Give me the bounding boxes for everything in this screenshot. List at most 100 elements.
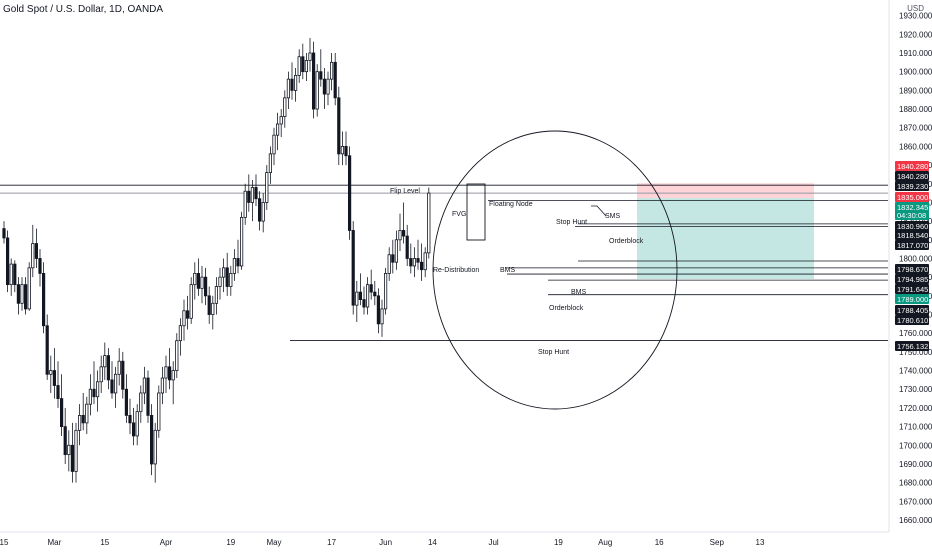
candle	[196, 258, 200, 296]
price-badge: 04:30:08	[895, 210, 929, 220]
candle	[311, 41, 316, 119]
y-tick-label: 1920.000	[899, 30, 932, 39]
y-tick-label: 1800.000	[899, 254, 932, 263]
svg-text:1830.960: 1830.960	[897, 222, 928, 231]
candle	[146, 370, 150, 423]
price-badges: 1840.2801840.2801839.2301835.0001832.345…	[895, 161, 929, 351]
candle	[207, 286, 211, 324]
y-tick-label: 1690.000	[899, 460, 932, 469]
candle	[99, 355, 103, 393]
candle	[171, 361, 175, 405]
candle	[283, 90, 287, 128]
y-tick-label: 1760.000	[899, 329, 932, 338]
candle	[160, 366, 164, 405]
y-tick-label: 1880.000	[899, 105, 932, 114]
candle	[423, 247, 427, 278]
candle	[322, 67, 327, 110]
candle	[20, 277, 24, 311]
candle	[383, 267, 388, 315]
candle	[369, 269, 373, 300]
price-badge: 1840.280	[895, 171, 929, 181]
candle	[387, 247, 391, 281]
stop-loss-zone[interactable]	[637, 183, 814, 199]
candle	[333, 53, 337, 106]
svg-text:1788.405: 1788.405	[897, 306, 928, 315]
y-tick-label: 1900.000	[899, 68, 932, 77]
candle	[239, 211, 244, 270]
candle	[427, 187, 431, 259]
candle	[106, 348, 110, 390]
y-tick-label: 1660.000	[899, 516, 932, 525]
chart-annotation: BMS	[500, 267, 516, 274]
svg-text:1791.645: 1791.645	[897, 285, 928, 294]
candle	[128, 398, 132, 435]
candle	[6, 230, 10, 293]
x-tick-label: Jun	[379, 538, 392, 547]
candle	[308, 38, 312, 72]
highlight-circle[interactable]	[432, 130, 678, 410]
x-tick-label: May	[266, 538, 281, 547]
candle	[56, 361, 60, 408]
candle	[243, 183, 247, 225]
candle	[42, 262, 46, 334]
candle	[139, 385, 143, 423]
x-tick-label: 19	[226, 538, 235, 547]
candle	[297, 49, 301, 83]
y-tick-label: 1720.000	[899, 404, 932, 413]
candle	[347, 146, 352, 240]
x-tick-label: 16	[655, 538, 664, 547]
svg-text:1818.540: 1818.540	[897, 231, 928, 240]
price-badge: 1817.070	[895, 240, 929, 250]
candle	[85, 396, 89, 435]
candle	[236, 239, 240, 274]
price-badge: 1791.645	[895, 284, 929, 294]
candle	[380, 299, 384, 337]
candle	[405, 224, 409, 266]
price-badge: 1798.670	[895, 264, 929, 274]
chart-annotation: Stop Hunt	[556, 219, 587, 226]
chart-annotation: Re-Distribution	[433, 267, 479, 274]
y-tick-label: 1890.000	[899, 86, 932, 95]
candle	[257, 191, 262, 231]
candle	[268, 146, 273, 184]
candle	[142, 366, 146, 405]
candle	[279, 109, 283, 138]
candle	[290, 62, 294, 100]
y-tick-label: 1860.000	[899, 142, 932, 151]
x-tick-label: Aug	[598, 538, 612, 547]
x-tick-label: 14	[428, 538, 437, 547]
chart-annotation: Floating Node	[489, 201, 533, 208]
candle	[67, 430, 71, 472]
y-tick-label: 1670.000	[899, 497, 932, 506]
take-profit-zone[interactable]	[637, 198, 814, 280]
candle	[340, 131, 345, 166]
svg-text:1839.230: 1839.230	[897, 182, 928, 191]
candle	[315, 64, 319, 117]
x-tick-label: 17	[327, 538, 336, 547]
price-badge: 1794.985	[895, 274, 929, 284]
x-tick-label: Sep	[710, 538, 725, 547]
chart-annotation: SMS	[605, 213, 621, 220]
candle	[16, 277, 21, 315]
x-tick-label: Apr	[160, 538, 173, 547]
candle	[167, 348, 172, 390]
candle	[286, 71, 291, 110]
candle	[301, 43, 305, 80]
candle	[149, 404, 154, 476]
candle	[81, 392, 85, 431]
candle	[60, 374, 64, 436]
x-tick-label: 19	[554, 538, 563, 547]
candle	[2, 221, 6, 244]
price-badge: 1830.960	[895, 221, 929, 231]
candle	[362, 286, 366, 315]
x-tick-label: 15	[0, 538, 9, 547]
candle	[182, 299, 186, 341]
candle	[358, 273, 363, 306]
time-axis[interactable]: 15 Mar 15 Apr 19 May 17 Jun 14 Jul 19 Aug 16 Sep 13	[0, 531, 889, 547]
candle	[96, 370, 100, 412]
sms-marker	[591, 205, 607, 217]
y-tick-label: 1930.000	[899, 12, 932, 21]
fvg-box[interactable]	[466, 183, 486, 241]
